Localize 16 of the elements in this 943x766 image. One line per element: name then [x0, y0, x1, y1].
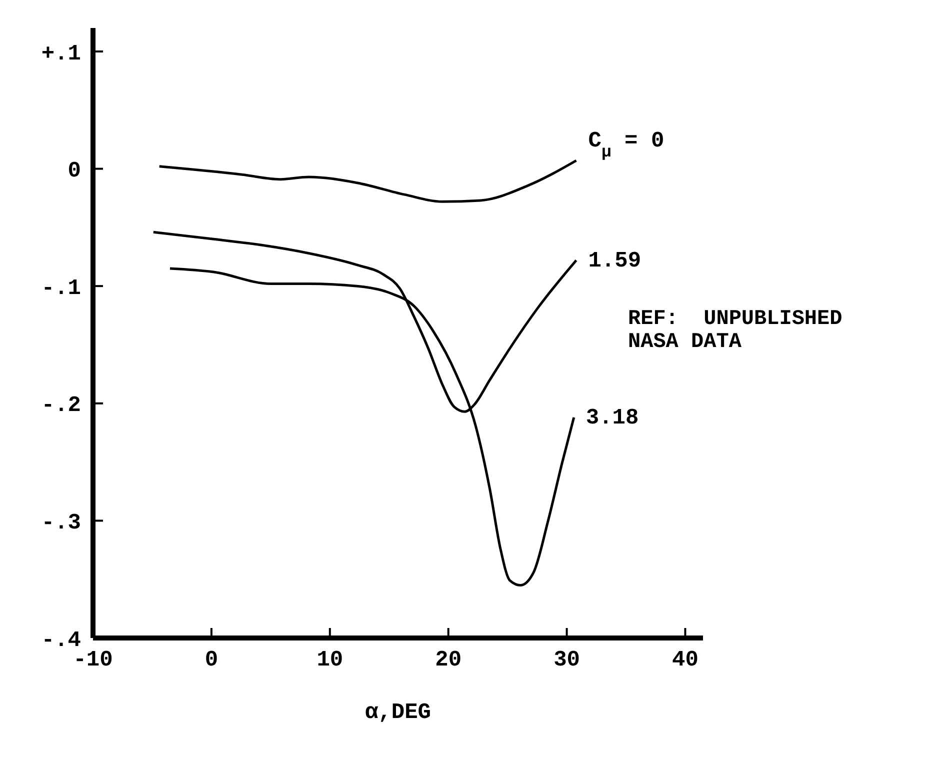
x-tick-label: 20 — [435, 648, 462, 673]
series-label: 3.18 — [586, 405, 639, 430]
x-tick-label: 30 — [554, 648, 580, 673]
y-tick-label: -.1 — [41, 276, 81, 301]
series-label: 1.59 — [588, 248, 642, 274]
series-label: C$_{μ}$ = 0 — [588, 128, 664, 162]
y-tick-label: 0 — [68, 158, 81, 184]
x-tick-label: 0 — [204, 648, 218, 673]
y-tick-label: -.2 — [41, 393, 81, 418]
y-tick-label: -.3 — [41, 510, 81, 536]
x-axis-title: α,DEG — [364, 700, 432, 725]
annotation: REF: UNPUBLISHED NASA DATA — [628, 308, 842, 354]
line-series — [158, 159, 578, 203]
x-tick-label: 40 — [672, 648, 698, 673]
x-tick-label: 10 — [316, 648, 344, 673]
y-tick-label: +.1 — [41, 41, 81, 66]
